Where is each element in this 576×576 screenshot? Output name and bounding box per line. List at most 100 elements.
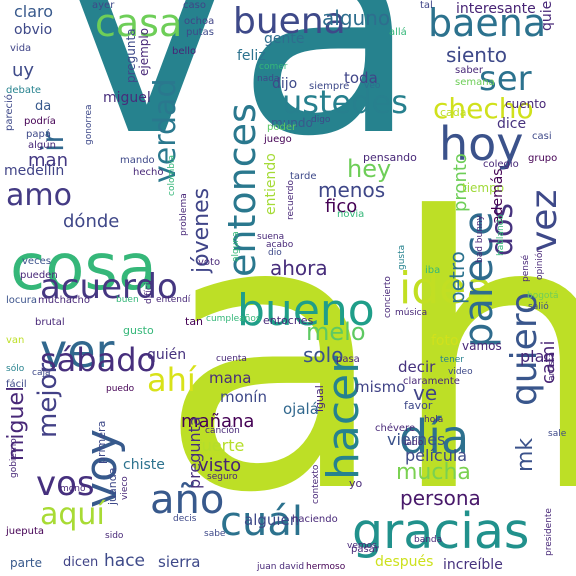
word-colombia: colombia bbox=[167, 155, 177, 196]
word-interesante: interesante bbox=[456, 1, 536, 17]
word-solo: solo bbox=[303, 343, 344, 367]
word-bogota: bogotá bbox=[527, 291, 559, 301]
word-pregunta: pregunta bbox=[185, 416, 204, 489]
word-acabo: acabo bbox=[266, 240, 294, 250]
word-ahora: ahora bbox=[270, 256, 328, 280]
word-mana: mana bbox=[209, 369, 252, 387]
word-man: man bbox=[28, 150, 68, 171]
word-igual: igual bbox=[313, 385, 326, 412]
word-muchacho: muchacho bbox=[38, 295, 90, 306]
word-hola: hola bbox=[424, 415, 444, 425]
word-ustedes: ustedes bbox=[282, 83, 408, 121]
word-pensando: pensando bbox=[363, 151, 417, 164]
word-mono: mono bbox=[60, 484, 86, 494]
word-decir: decir bbox=[398, 358, 436, 376]
word-cual: cuál bbox=[220, 499, 303, 545]
word-siento: siento bbox=[446, 43, 508, 67]
word-vemos: vemos bbox=[347, 541, 377, 551]
word-obvio: obvio bbox=[14, 22, 53, 38]
word-caja: caja bbox=[32, 368, 51, 378]
word-comer: comer bbox=[259, 62, 288, 72]
word-mundo: mundo bbox=[271, 116, 313, 130]
word-opinion: opinión bbox=[535, 246, 545, 280]
word-foto: foto bbox=[431, 333, 459, 349]
word-sabado: sábado bbox=[40, 341, 157, 379]
word-papa: papá bbox=[26, 129, 51, 140]
word-entocnes: entocnes bbox=[263, 314, 314, 327]
word-concierto: concierto bbox=[383, 276, 393, 318]
word-podria: podría bbox=[24, 116, 56, 127]
word-viernes: viernes bbox=[387, 430, 446, 449]
word-voto: voto bbox=[198, 257, 221, 268]
word-juanda: juanda bbox=[106, 467, 119, 505]
word-iado: iado bbox=[404, 438, 424, 448]
word-claramente: claramente bbox=[403, 376, 460, 387]
word-medellin: medellín bbox=[4, 163, 65, 179]
word-dio: dio bbox=[268, 248, 282, 258]
word-pasa: pasa bbox=[336, 354, 360, 365]
word-vos: vos bbox=[36, 464, 95, 504]
word-ano: año bbox=[150, 477, 225, 523]
word-mismo: mismo bbox=[355, 378, 406, 396]
word-poder: poder bbox=[267, 122, 297, 133]
word-aqui: aquí bbox=[40, 497, 105, 532]
word-iba: iba bbox=[425, 265, 441, 276]
word-ver: ver bbox=[40, 324, 115, 378]
word-petro: petro bbox=[445, 251, 469, 304]
word-semana: semana bbox=[455, 77, 495, 88]
word-hace: hace bbox=[104, 551, 145, 571]
word-gobierno: gobierno bbox=[9, 438, 19, 478]
word-hermoso: hermoso bbox=[306, 562, 346, 572]
word-suena: suena bbox=[257, 232, 285, 242]
word-salio: salió bbox=[528, 302, 549, 312]
word-saber: saber bbox=[455, 65, 483, 76]
word-idea: idea bbox=[399, 263, 494, 314]
word-haciendo: haciendo bbox=[292, 514, 338, 525]
word-problema: problema bbox=[179, 193, 189, 236]
word-quiere: quiere bbox=[539, 0, 555, 31]
word-parecio: pareció bbox=[4, 94, 15, 131]
word-dicen: dicen bbox=[63, 555, 99, 570]
word-colegio: colegio bbox=[483, 159, 519, 170]
word-gracias: gracias bbox=[352, 503, 530, 560]
word-tiempo: tiempo bbox=[462, 181, 505, 195]
word-entendi: entendí bbox=[156, 295, 191, 305]
word-sale: sale bbox=[548, 429, 567, 439]
word-hecho: hecho bbox=[133, 167, 164, 178]
word-alguien: alguien bbox=[244, 511, 300, 529]
word-hacer: hacer bbox=[318, 355, 369, 480]
word-pelicula: película bbox=[405, 446, 468, 465]
word-ochoa: ochoa bbox=[184, 16, 215, 27]
word-alla: allá bbox=[389, 27, 407, 38]
word-video: video bbox=[448, 367, 473, 377]
word-cada: cada bbox=[440, 106, 467, 119]
word-primera: primera bbox=[95, 420, 108, 464]
word-juego: juego bbox=[264, 134, 292, 145]
word-chiste: chiste bbox=[123, 457, 165, 473]
word-musica: música bbox=[395, 308, 428, 318]
word-vez: vez bbox=[524, 189, 565, 252]
word-fuerte: fuerte bbox=[196, 436, 245, 455]
word-toda: toda bbox=[344, 69, 378, 87]
word-amo: amo bbox=[6, 178, 72, 213]
word-facil: fácil bbox=[6, 379, 27, 390]
word-parte: parte bbox=[10, 556, 42, 570]
word-tal: tal bbox=[420, 0, 433, 11]
word-decis: decis bbox=[173, 514, 197, 524]
word-feliz: feliz bbox=[237, 48, 266, 64]
word-sido: sido bbox=[105, 531, 124, 541]
word-sierra: sierra bbox=[158, 553, 201, 571]
word-veo: veo bbox=[364, 81, 381, 91]
word-baena: baena bbox=[428, 1, 547, 45]
word-entonces: entonces bbox=[220, 103, 264, 277]
word-recuerdo: recuerdo bbox=[286, 180, 296, 220]
word-gusto: gusto bbox=[123, 324, 154, 337]
word-bad-bunny: bad bunny bbox=[475, 215, 485, 263]
word-ojala: ojalá bbox=[283, 400, 319, 418]
word-brutal: brutal bbox=[35, 317, 65, 328]
word-presidente: presidente bbox=[544, 508, 554, 556]
word-juan-david: juan david bbox=[257, 562, 305, 572]
word-vamos: vamos bbox=[462, 339, 502, 353]
word-casi: casi bbox=[532, 131, 552, 142]
